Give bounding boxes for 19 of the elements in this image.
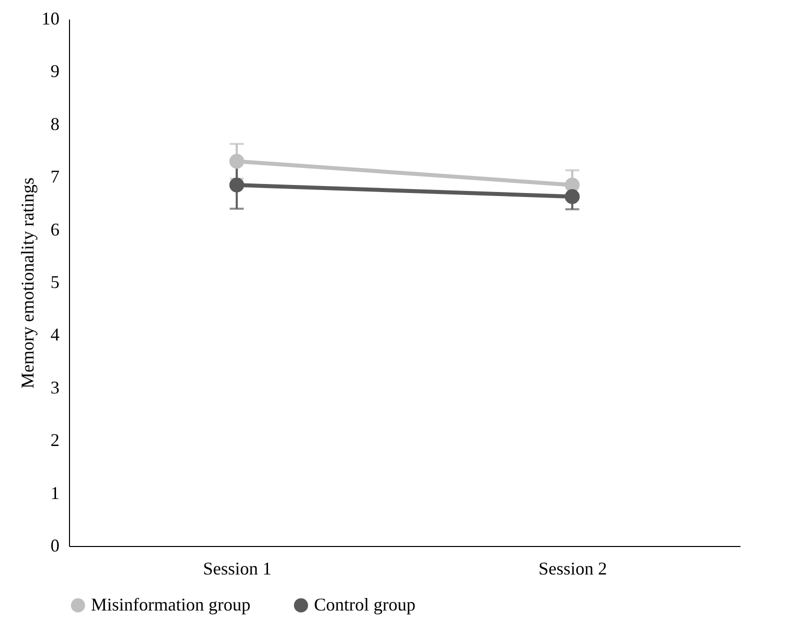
y-tick-label: 1	[50, 482, 60, 503]
y-tick-label: 2	[50, 430, 60, 450]
y-tick-label: 6	[50, 219, 60, 240]
y-tick-label: 9	[50, 61, 60, 82]
y-tick-label: 8	[50, 114, 60, 134]
legend-label: Misinformation group	[91, 594, 250, 614]
legend-label: Control group	[314, 594, 416, 614]
y-tick-label: 7	[50, 166, 60, 187]
x-tick-label: Session 2	[538, 558, 608, 578]
point	[229, 154, 244, 169]
y-axis-title: Memory emotionality ratings	[18, 178, 38, 388]
y-tick-label: 5	[50, 272, 60, 292]
y-tick-label: 0	[50, 536, 60, 556]
point	[564, 189, 580, 204]
y-tick-label: 10	[42, 8, 60, 28]
point	[229, 178, 244, 192]
x-tick-label: Session 1	[202, 558, 272, 578]
y-tick-label: 3	[50, 377, 60, 398]
y-tick-label: 4	[50, 324, 60, 345]
